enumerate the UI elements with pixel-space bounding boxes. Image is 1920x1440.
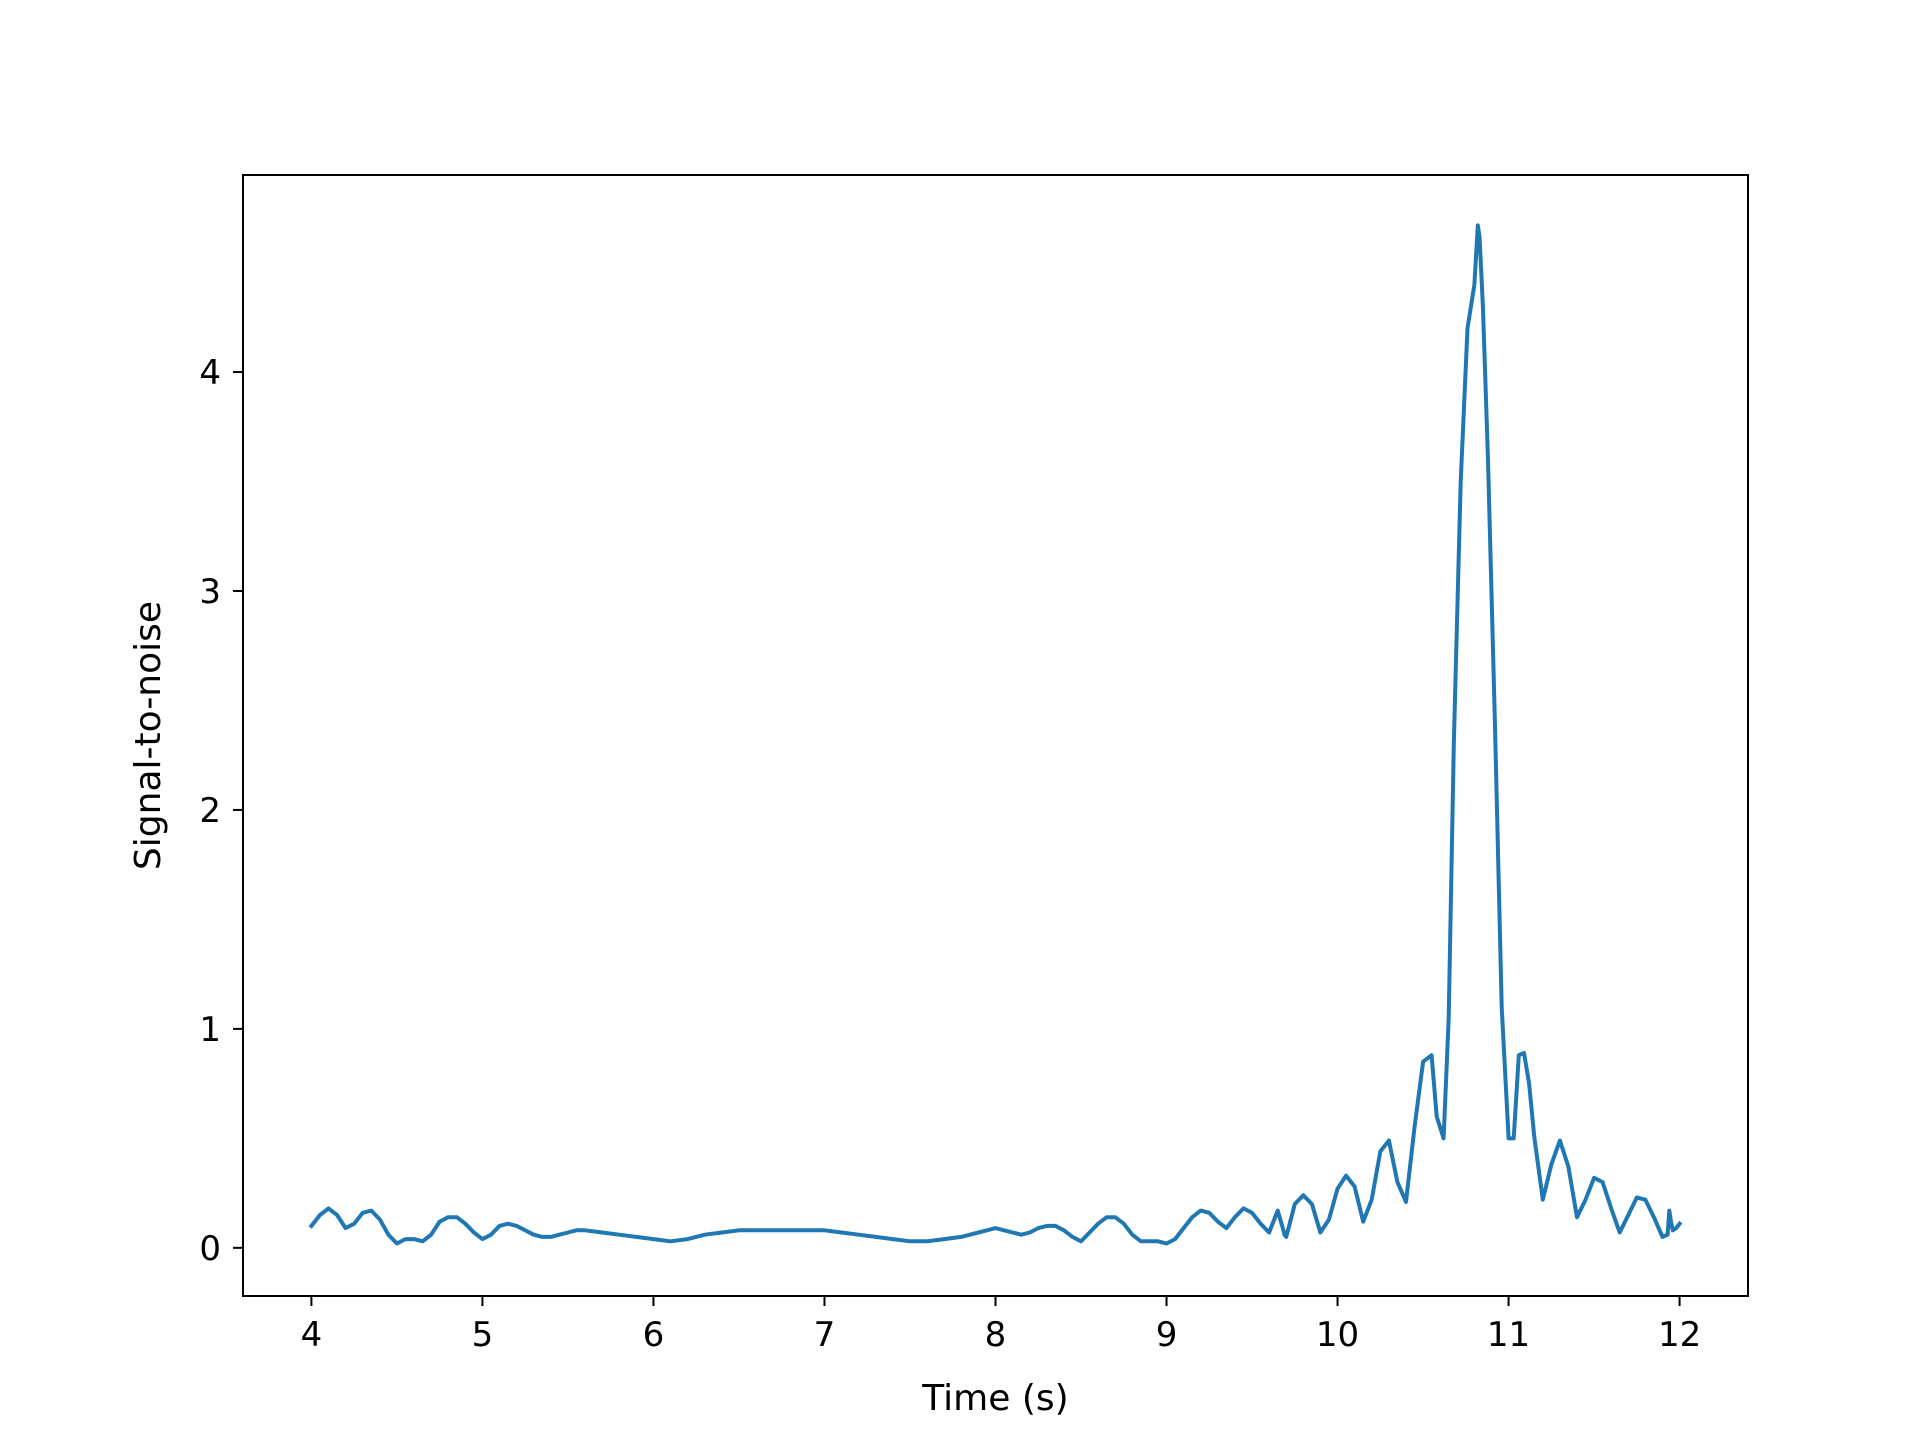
plot-frame [242,174,1749,1297]
x-tick-label: 7 [814,1315,836,1355]
y-axis-label: Signal-to-noise [128,601,169,870]
y-tick-label: 3 [199,572,221,612]
x-axis-label: Time (s) [921,1378,1068,1419]
x-tick-label: 6 [643,1315,665,1355]
y-tick-label: 0 [199,1229,221,1269]
x-tick-label: 4 [301,1315,323,1355]
y-tick-label: 2 [199,791,221,831]
x-tick-label: 12 [1658,1315,1701,1355]
x-tick-label: 8 [985,1315,1007,1355]
x-tick-label: 5 [472,1315,494,1355]
x-tick-label: 9 [1156,1315,1178,1355]
plot-area [308,223,1683,1246]
series-line-0 [308,223,1683,1246]
y-tick-label: 4 [199,353,221,393]
x-tick-label: 11 [1487,1315,1530,1355]
x-tick-label: 10 [1316,1315,1359,1355]
y-tick-label: 1 [199,1010,221,1050]
